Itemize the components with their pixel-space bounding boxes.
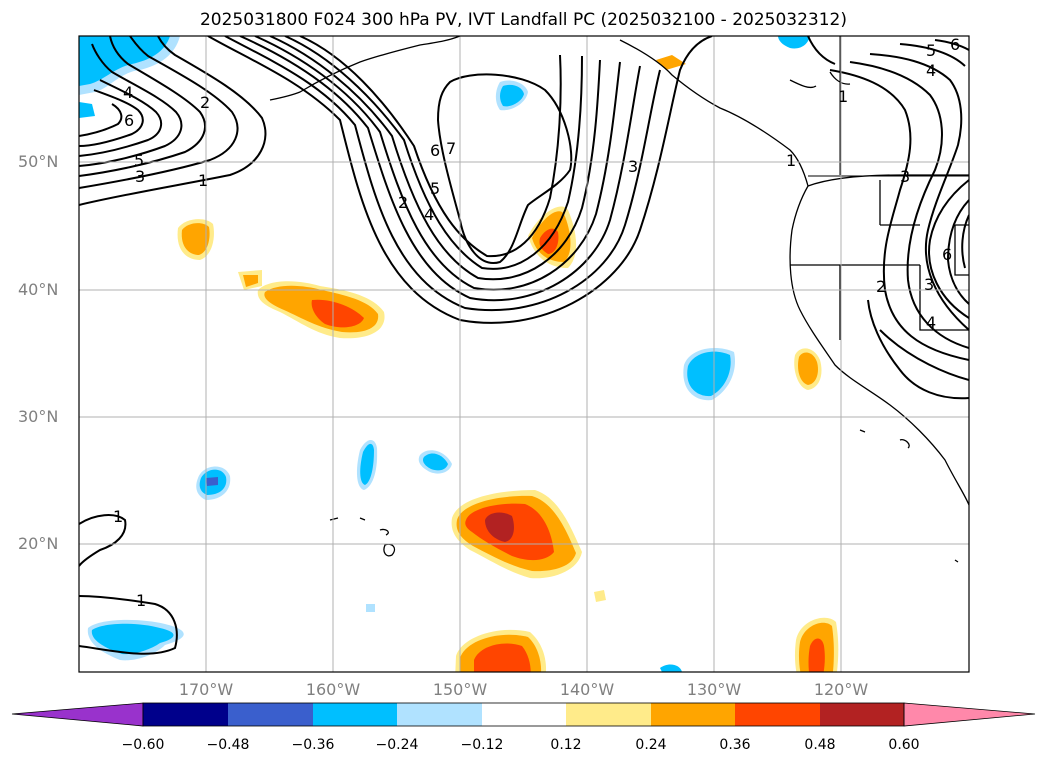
lon-label-120w: 120°W [813, 680, 869, 699]
contour-label: 6 [942, 245, 952, 264]
contour-label: 3 [628, 157, 638, 176]
map-area [79, 36, 969, 672]
colorbar-tick: 0.12 [550, 737, 582, 753]
colorbar-extend-low [11, 702, 144, 727]
contour-label: 1 [786, 151, 796, 170]
pv-contours [79, 36, 969, 655]
colorbar-tick: −0.36 [291, 737, 335, 753]
lat-label-50n: 50°N [18, 152, 59, 171]
colorbar-bin [820, 703, 904, 726]
neg-anomaly-south-west-core [91, 623, 174, 655]
pos-anomaly-central-max [311, 299, 364, 328]
contour-label: 2 [876, 277, 886, 296]
contour-label: 1 [136, 591, 146, 610]
neg-anomaly-bottom [660, 664, 682, 672]
pos-anomaly-hawaii-east-max [485, 512, 514, 542]
lat-label-20n: 20°N [18, 534, 59, 553]
contour-label: 4 [926, 313, 936, 332]
colorbar-bin [228, 703, 313, 726]
colorbar-bin [566, 703, 651, 726]
colorbar-tick: 0.60 [888, 737, 920, 753]
colorbar-extend-high [903, 702, 1036, 727]
lat-label-40n: 40°N [18, 280, 59, 299]
colorbar [11, 702, 1036, 727]
contour-label: 6 [124, 111, 134, 130]
contour-label: 1 [113, 507, 123, 526]
neg-anomaly-sw1-max [206, 477, 218, 486]
contour-label: 5 [134, 151, 144, 170]
contour-label: 5 [430, 179, 440, 198]
contour-label: 3 [900, 167, 910, 186]
lon-label-140w: 140°W [559, 680, 615, 699]
pos-anomaly-south-east-red [808, 638, 825, 672]
contour-label: 3 [924, 275, 934, 294]
colorbar-tick: −0.24 [375, 737, 419, 753]
pc-fill-regions [79, 36, 839, 672]
colorbar-tick: 0.48 [804, 737, 836, 753]
pos-anomaly-coast-core [798, 352, 818, 385]
lon-label-160w: 160°W [305, 680, 361, 699]
map-frame [78, 35, 970, 673]
colorbar-bin [735, 703, 820, 726]
lon-label-170w: 170°W [178, 680, 234, 699]
colorbar-bin [313, 703, 397, 726]
neg-anomaly-north-pacific-core [500, 84, 524, 107]
lat-label-30n: 30°N [18, 407, 59, 426]
lon-label-150w: 150°W [432, 680, 488, 699]
neg-anomaly-hawaii-ne-core [422, 453, 448, 471]
colorbar-tick: −0.12 [460, 737, 504, 753]
colorbar-bin [482, 703, 566, 726]
contour-label: 1 [838, 87, 848, 106]
contour-labels: 4 6 5 3 2 1 2 4 5 6 7 3 1 4 5 6 1 3 2 3 … [113, 35, 960, 610]
gridlines [79, 36, 969, 672]
colorbar-tick: −0.48 [206, 737, 250, 753]
lon-label-130w: 130°W [686, 680, 742, 699]
neg-anomaly-hawaii-n-core [360, 443, 374, 485]
contour-label: 4 [123, 83, 133, 102]
colorbar-tick: 0.24 [635, 737, 667, 753]
neg-anomaly-west-edge [79, 102, 95, 118]
contour-label: 5 [926, 41, 936, 60]
neg-anomaly-gulf [778, 36, 810, 49]
contour-label: 2 [398, 193, 408, 212]
map-title: 2025031800 F024 300 hPa PV, IVT Landfall… [199, 10, 847, 30]
contour-label: 6 [430, 141, 440, 160]
colorbar-bin [397, 703, 482, 726]
contour-label: 4 [424, 205, 434, 224]
pos-anomaly-tiny [594, 590, 606, 602]
coastlines [269, 36, 969, 563]
colorbar-frame [142, 702, 905, 727]
contour-label: 7 [446, 139, 456, 158]
contour-label: 4 [926, 61, 936, 80]
pos-anomaly-w1-core [181, 223, 210, 255]
pos-anomaly-south-red [474, 643, 531, 672]
contour-label: 3 [135, 167, 145, 186]
contour-label: 2 [200, 93, 210, 112]
neg-anomaly-tiny [366, 604, 375, 612]
contour-label: 1 [198, 171, 208, 190]
colorbar-bin [651, 703, 735, 726]
contour-label: 6 [950, 35, 960, 54]
colorbar-bin [143, 703, 228, 726]
colorbar-tick: 0.36 [719, 737, 751, 753]
colorbar-tick: −0.60 [121, 737, 165, 753]
pos-anomaly-w2-core [243, 275, 258, 287]
pos-anomaly-ne-max [539, 228, 559, 254]
neg-anomaly-east-core [687, 351, 731, 397]
